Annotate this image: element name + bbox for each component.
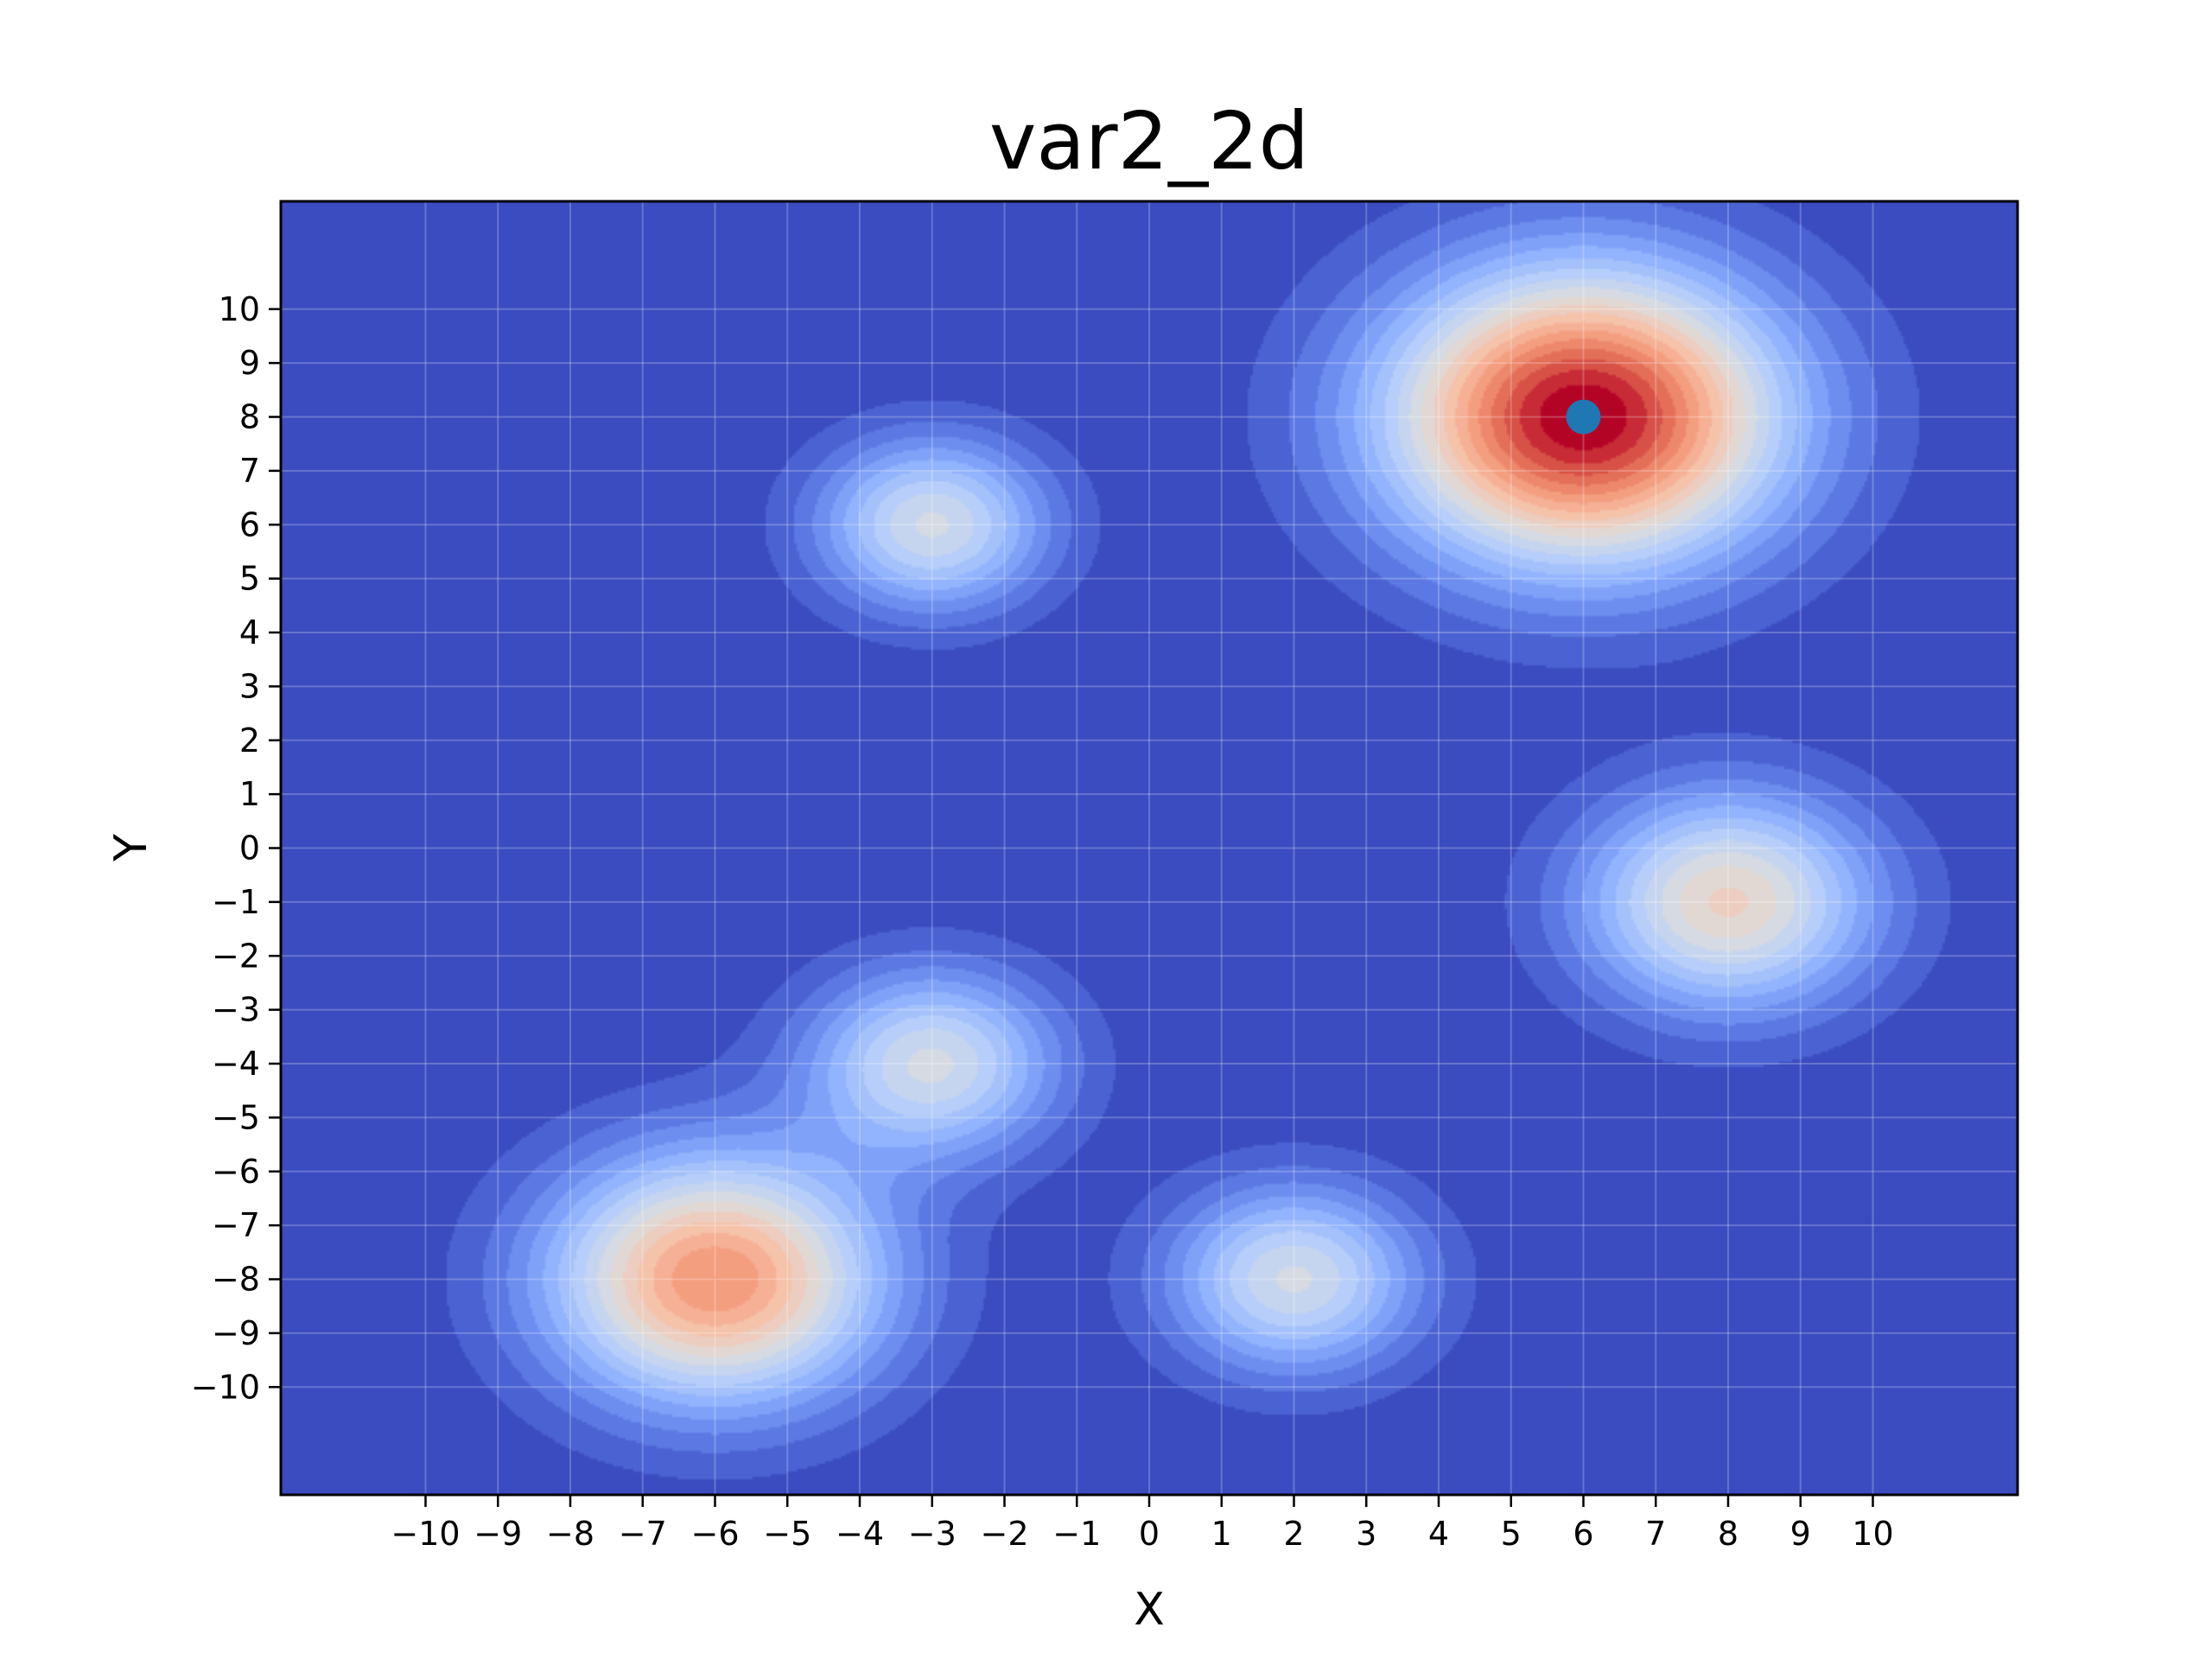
x-axis-label: X [1134, 1584, 1165, 1636]
y-tick-label: 3 [239, 667, 260, 705]
density-contours [281, 201, 2018, 1495]
x-tick-label: −5 [763, 1515, 811, 1553]
x-tick-label: 0 [1139, 1515, 1160, 1553]
y-tick-label: 9 [239, 344, 260, 382]
x-axis-ticks: −10 −9 −8 −7 −6 −5 −4 −3 −2 −1 0 1 2 3 4 5 6 7 8 9 10 [391, 1495, 1894, 1553]
x-tick-label: 2 [1283, 1515, 1304, 1553]
x-tick-label: 10 [1852, 1515, 1893, 1553]
y-tick-label: −6 [212, 1153, 260, 1191]
x-tick-label: −7 [619, 1515, 667, 1553]
y-tick-label: −8 [212, 1261, 260, 1299]
chart-title: var2_2d [989, 95, 1309, 188]
x-tick-label: 7 [1645, 1515, 1666, 1553]
x-tick-label: −3 [908, 1515, 957, 1553]
peak-marker [1566, 399, 1601, 435]
y-tick-label: −5 [212, 1098, 260, 1136]
x-tick-label: 9 [1790, 1515, 1811, 1553]
y-tick-label: 2 [239, 721, 260, 760]
y-tick-label: −2 [212, 937, 260, 975]
y-tick-label: 5 [239, 560, 260, 598]
grid-lines [281, 201, 2018, 1495]
x-tick-label: 4 [1428, 1515, 1449, 1553]
y-tick-label: −1 [212, 883, 260, 921]
x-tick-label: −6 [690, 1515, 739, 1553]
x-tick-label: 1 [1211, 1515, 1232, 1553]
x-tick-label: −8 [546, 1515, 594, 1553]
x-tick-label: 5 [1501, 1515, 1522, 1553]
y-tick-label: 8 [239, 398, 260, 436]
y-tick-label: 10 [219, 290, 260, 328]
y-tick-label: 0 [239, 830, 260, 868]
x-tick-label: 6 [1573, 1515, 1593, 1553]
x-tick-label: −9 [474, 1515, 522, 1553]
x-tick-label: −2 [980, 1515, 1028, 1553]
y-tick-label: 4 [239, 613, 260, 652]
y-tick-label: −9 [212, 1314, 260, 1352]
y-axis-label: Y [105, 834, 157, 862]
plot-area [281, 201, 2018, 1495]
y-tick-label: 6 [239, 505, 260, 543]
x-tick-label: 3 [1356, 1515, 1376, 1553]
y-tick-label: −10 [191, 1368, 260, 1406]
y-tick-label: −4 [212, 1045, 260, 1083]
x-tick-label: −10 [391, 1515, 460, 1553]
y-tick-label: −3 [212, 991, 260, 1029]
y-tick-label: 7 [239, 452, 260, 490]
x-tick-label: 8 [1718, 1515, 1738, 1553]
x-tick-label: −1 [1052, 1515, 1101, 1553]
y-tick-label: −7 [212, 1206, 260, 1244]
x-tick-label: −4 [836, 1515, 884, 1553]
y-tick-label: 1 [239, 775, 260, 813]
